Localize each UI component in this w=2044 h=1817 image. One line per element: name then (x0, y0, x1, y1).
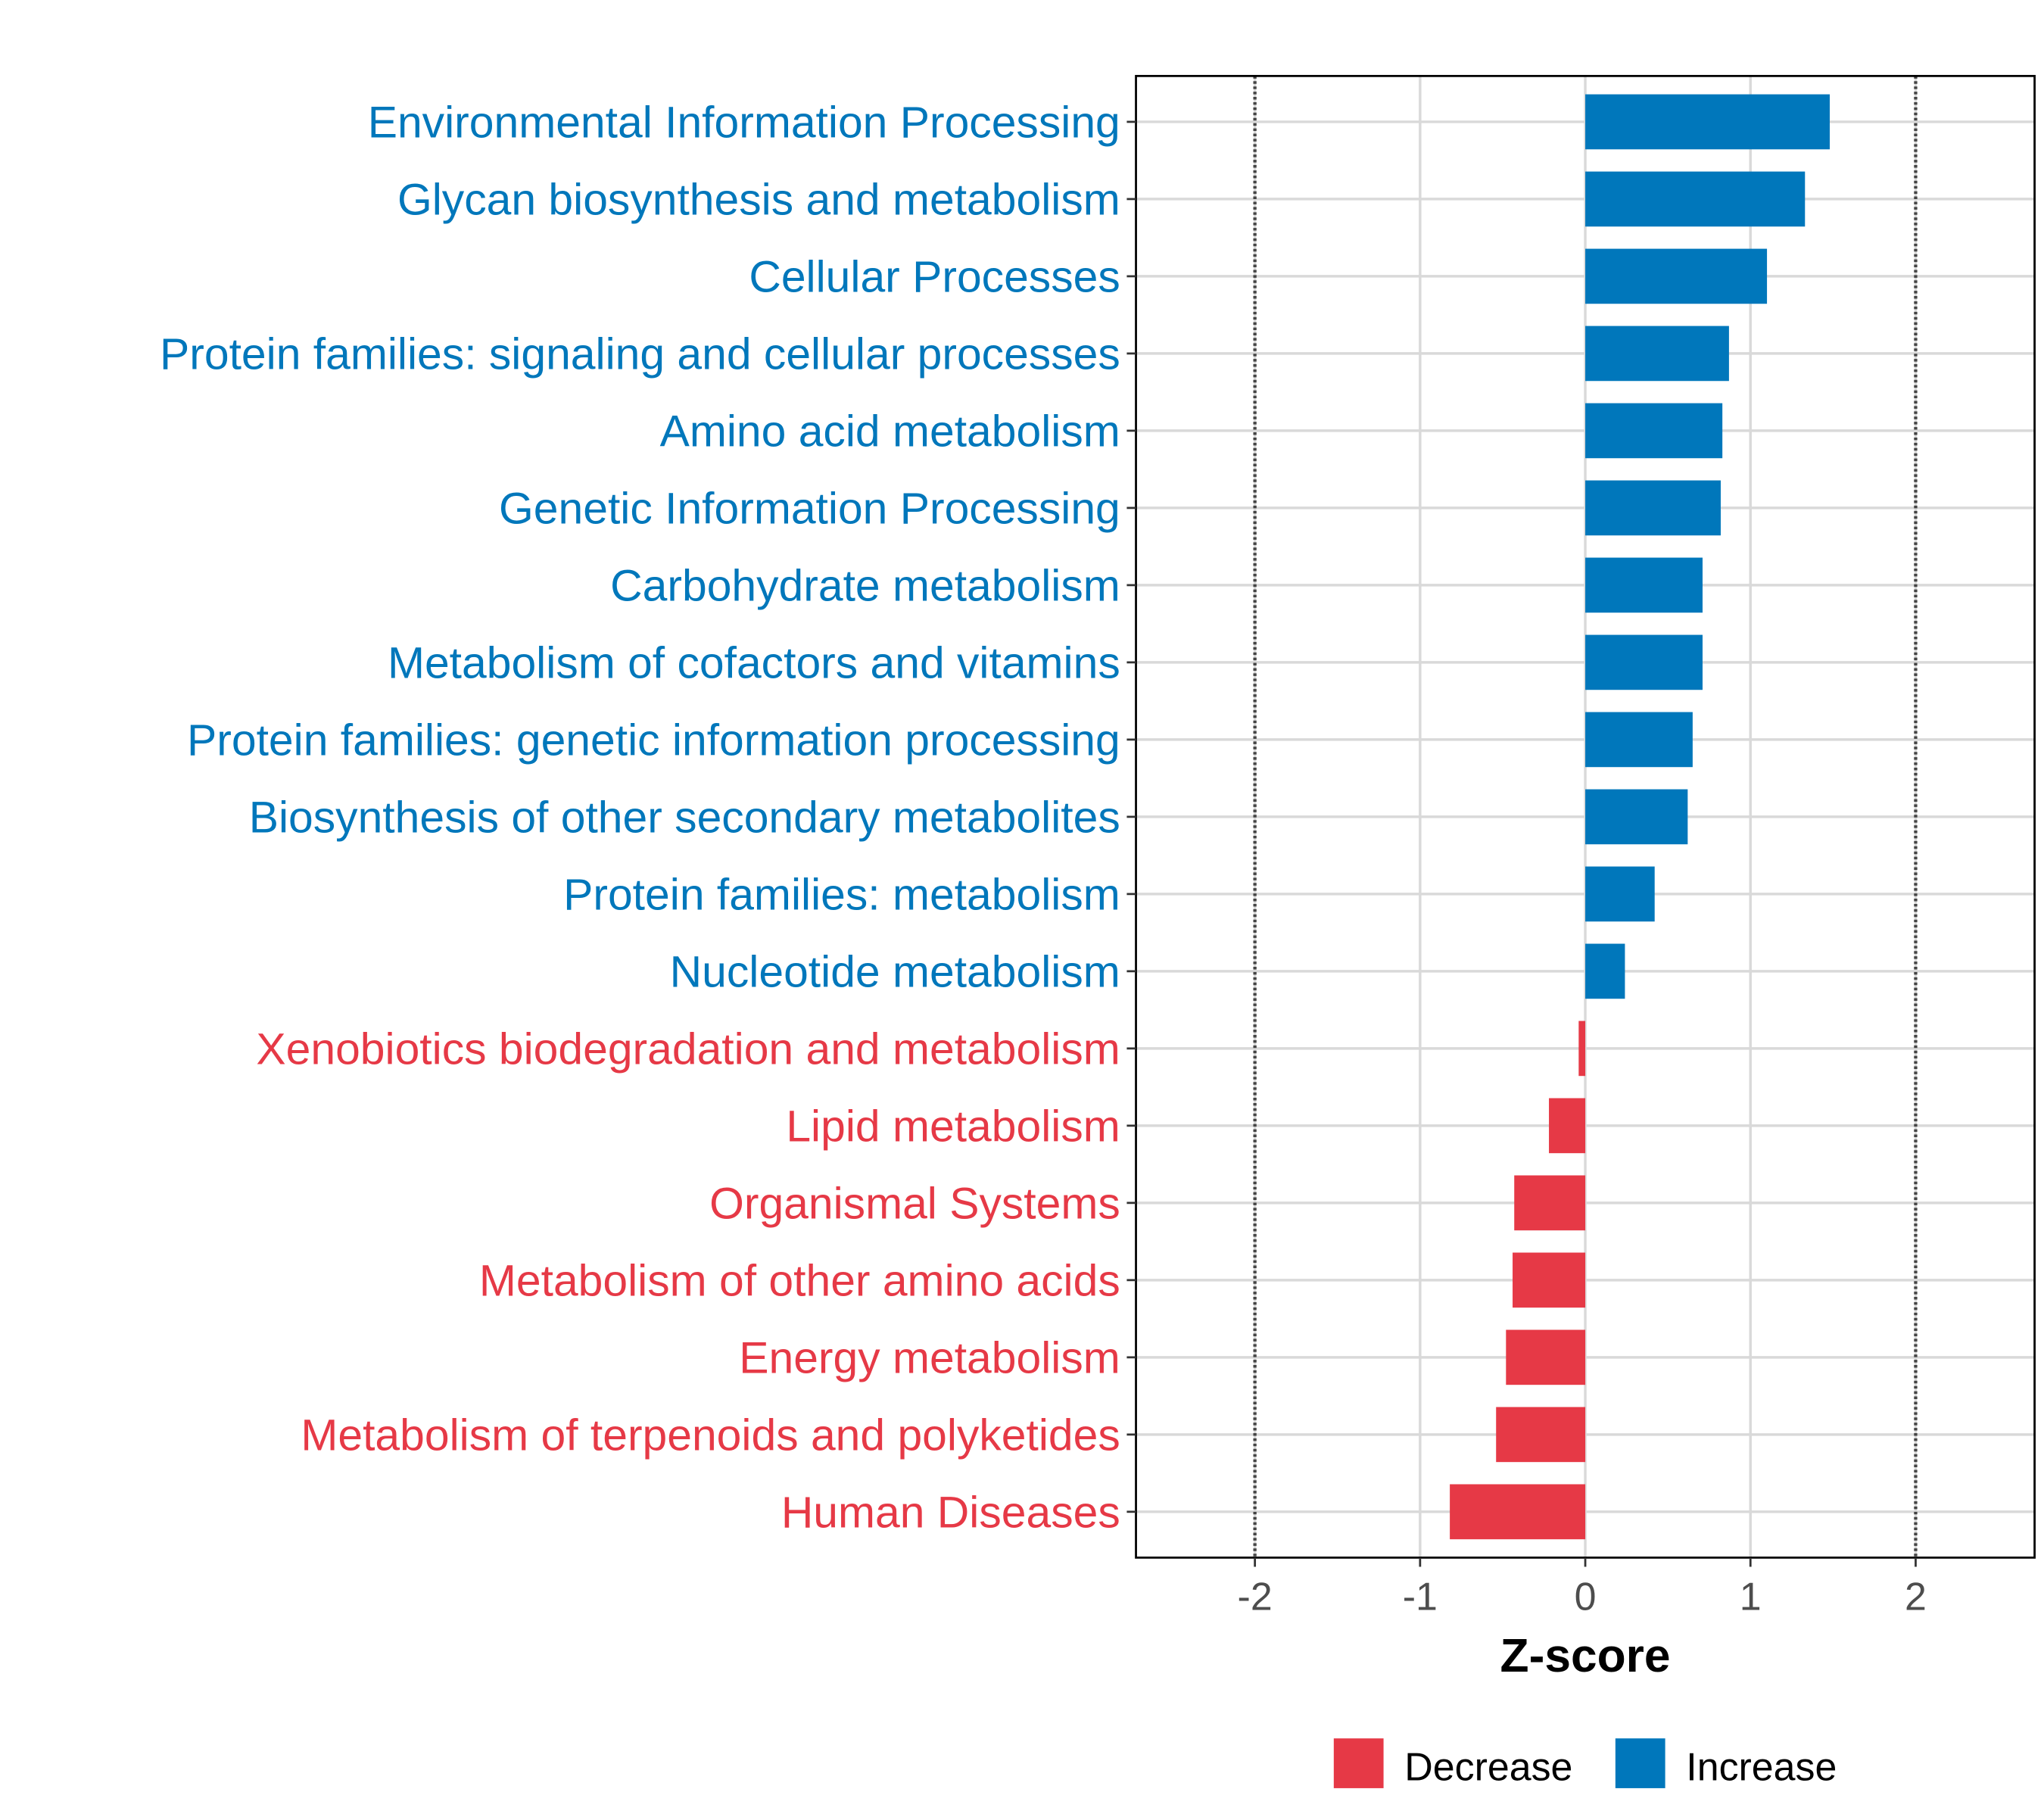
bar (1578, 1021, 1586, 1077)
y-axis-labels: Environmental Information Processing Glyc… (160, 98, 1136, 1538)
y-tick-label: Metabolism of cofactors and vitamins (388, 639, 1120, 688)
y-tick-label: Amino acid metabolism (660, 407, 1120, 457)
y-tick-label: Carbohydrate metabolism (610, 562, 1120, 611)
bar (1450, 1484, 1586, 1540)
bar (1585, 248, 1768, 304)
y-tick-label: Protein families: metabolism (563, 871, 1120, 920)
bar (1513, 1252, 1586, 1308)
y-tick-label: Genetic Information Processing (499, 485, 1120, 534)
bar (1585, 943, 1625, 999)
bar (1585, 634, 1703, 690)
y-tick-label: Xenobiotics biodegradation and metabolis… (256, 1025, 1120, 1074)
bar (1549, 1098, 1586, 1154)
y-tick-label: Biosynthesis of other secondary metaboli… (249, 793, 1120, 843)
bar (1585, 94, 1830, 150)
y-tick-label: Metabolism of other amino acids (479, 1257, 1120, 1306)
x-axis-ticks: -2 -1 0 1 2 (1238, 1557, 1927, 1619)
y-tick-label: Environmental Information Processing (368, 98, 1120, 148)
x-tick-label: 1 (1740, 1575, 1762, 1619)
y-tick-label: Protein families: genetic information pr… (187, 716, 1120, 765)
y-tick-label: Nucleotide metabolism (670, 948, 1120, 997)
y-tick-label: Metabolism of terpenoids and polyketides (301, 1411, 1120, 1460)
bar (1514, 1175, 1586, 1231)
y-tick-label: Lipid metabolism (786, 1102, 1120, 1152)
y-tick-label: Glycan biosynthesis and metabolism (397, 176, 1120, 225)
bar (1585, 866, 1655, 922)
bar (1496, 1407, 1586, 1463)
legend: Decrease Increase (1333, 1738, 1837, 1790)
x-tick-label: -1 (1403, 1575, 1438, 1619)
y-tick-label: Human Diseases (781, 1488, 1120, 1538)
x-axis-title: Z-score (1500, 1630, 1671, 1682)
x-tick-label: 2 (1905, 1575, 1927, 1619)
reference-lines (1253, 76, 1918, 1558)
legend-label-increase: Increase (1686, 1746, 1837, 1790)
bar (1585, 557, 1703, 613)
y-tick-label: Protein families: signaling and cellular… (160, 330, 1120, 379)
legend-swatch-decrease (1333, 1738, 1384, 1788)
y-tick-label: Cellular Processes (749, 253, 1120, 302)
x-tick-label: 0 (1575, 1575, 1597, 1619)
bar (1585, 171, 1806, 227)
bar (1585, 789, 1688, 845)
bar (1506, 1329, 1586, 1385)
bars (1450, 94, 1830, 1540)
x-tick-label: -2 (1238, 1575, 1273, 1619)
bar (1585, 480, 1721, 536)
bar (1585, 326, 1729, 382)
y-tick-label: Energy metabolism (739, 1334, 1120, 1383)
y-tick-label: Organismal Systems (709, 1180, 1120, 1229)
bar (1585, 403, 1723, 459)
bar (1585, 712, 1693, 768)
legend-swatch-increase (1615, 1738, 1665, 1788)
legend-label-decrease: Decrease (1404, 1746, 1572, 1790)
